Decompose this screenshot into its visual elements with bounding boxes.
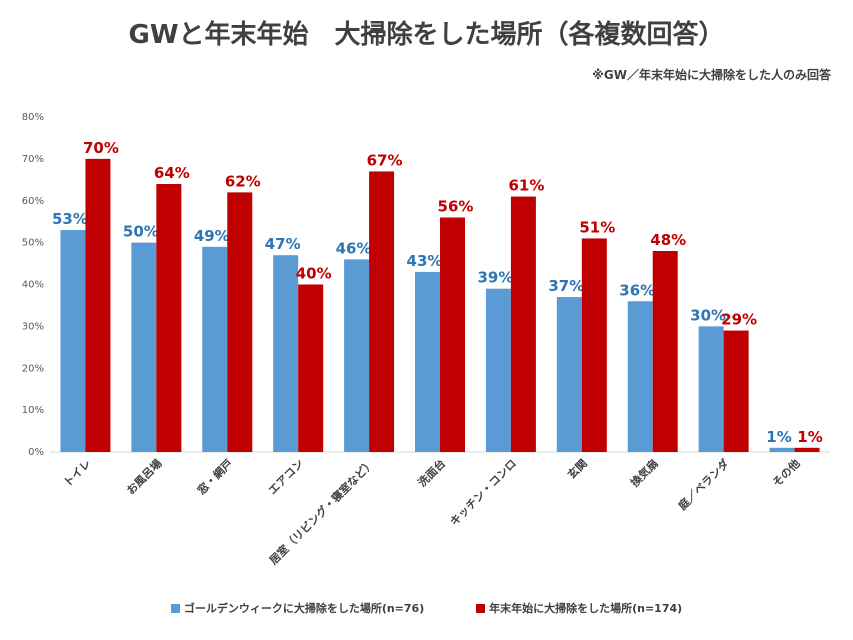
bar-gw	[627, 301, 653, 452]
data-label-newyear: 48%	[650, 231, 686, 249]
category-label: トイレ	[61, 457, 94, 490]
category-label: キッチン・コンロ	[448, 457, 519, 528]
chart-note: ※GW／年末年始に大掃除をした人のみ回答	[592, 68, 831, 82]
legend-item-gw: ゴールデンウィークに大掃除をした場所(n=76)	[170, 600, 425, 616]
y-tick-label: 10%	[22, 405, 44, 416]
data-label-newyear: 64%	[154, 164, 190, 182]
y-tick-label: 80%	[22, 112, 44, 123]
data-label-gw: 39%	[477, 269, 513, 287]
category-label: その他	[769, 456, 802, 489]
category-label: 換気扇	[628, 456, 661, 489]
bar-gw	[769, 447, 795, 452]
y-tick-label: 40%	[22, 280, 44, 291]
bar-gw	[344, 259, 370, 452]
y-tick-label: 70%	[22, 154, 44, 165]
legend-label-newyear: 年末年始に大掃除をした場所(n=174)	[489, 602, 683, 615]
bar-gw	[131, 242, 157, 452]
data-label-newyear: 56%	[438, 198, 474, 216]
legend-swatch-newyear	[476, 603, 486, 613]
data-label-gw: 43%	[407, 252, 443, 270]
data-label-newyear: 40%	[296, 265, 332, 283]
data-label-gw: 1%	[766, 428, 791, 446]
data-label-newyear: 51%	[579, 218, 615, 236]
bar-newyear	[85, 158, 111, 452]
data-label-newyear: 29%	[721, 311, 757, 329]
data-label-newyear: 62%	[225, 172, 261, 190]
bar-gw	[202, 246, 228, 452]
category-label: お風呂場	[123, 456, 164, 497]
bar-newyear	[794, 447, 820, 452]
data-label-gw: 46%	[336, 239, 372, 257]
bar-gw	[485, 288, 511, 452]
bar-gw	[698, 326, 724, 452]
bar-gw	[60, 230, 86, 452]
category-label: 洗面台	[415, 456, 448, 489]
bar-newyear	[440, 217, 465, 452]
legend-swatch-gw	[170, 603, 180, 613]
data-label-gw: 30%	[690, 306, 726, 324]
bar-newyear	[298, 284, 324, 452]
y-tick-label: 20%	[22, 363, 44, 374]
bar-gw	[273, 255, 299, 452]
bar-newyear	[581, 238, 607, 452]
bar-newyear	[723, 330, 749, 452]
bar-chart: 0% 10% 20% 30% 40% 50% 60% 70% 80% 53% 70% トイレ 50% 64…	[22, 112, 830, 567]
y-tick-label: 50%	[22, 238, 44, 249]
category-label: エアコン	[266, 457, 306, 497]
data-label-newyear: 1%	[797, 428, 822, 446]
bar-newyear	[156, 184, 182, 452]
chart-title: GWと年末年始 大掃除をした場所（各複数回答）	[128, 20, 725, 50]
bar-gw	[556, 297, 582, 452]
y-tick-label: 0%	[28, 447, 44, 458]
legend: ゴールデンウィークに大掃除をした場所(n=76) 年末年始に大掃除をした場所(n…	[0, 600, 853, 616]
bar-newyear	[510, 196, 536, 452]
bar-newyear	[227, 192, 253, 452]
y-tick-label: 30%	[22, 321, 44, 332]
data-label-gw: 47%	[265, 235, 301, 253]
y-tick-label: 60%	[22, 196, 44, 207]
bar-newyear	[652, 251, 678, 452]
legend-item-newyear: 年末年始に大掃除をした場所(n=174)	[476, 600, 682, 616]
category-label: 庭／ベランダ	[675, 456, 732, 513]
data-label-gw: 37%	[548, 277, 584, 295]
data-label-gw: 53%	[52, 210, 88, 228]
category-label: 窓・網戸	[194, 456, 235, 497]
data-label-gw: 36%	[619, 281, 655, 299]
category-label: 玄関	[564, 456, 589, 481]
data-label-newyear: 70%	[83, 139, 119, 157]
data-label-newyear: 61%	[508, 177, 544, 195]
data-label-newyear: 67%	[367, 151, 403, 169]
legend-label-gw: ゴールデンウィークに大掃除をした場所(n=76)	[183, 602, 425, 615]
data-label-gw: 49%	[194, 227, 230, 245]
data-label-gw: 50%	[123, 223, 159, 241]
bar-gw	[415, 271, 440, 452]
bar-newyear	[369, 171, 395, 452]
